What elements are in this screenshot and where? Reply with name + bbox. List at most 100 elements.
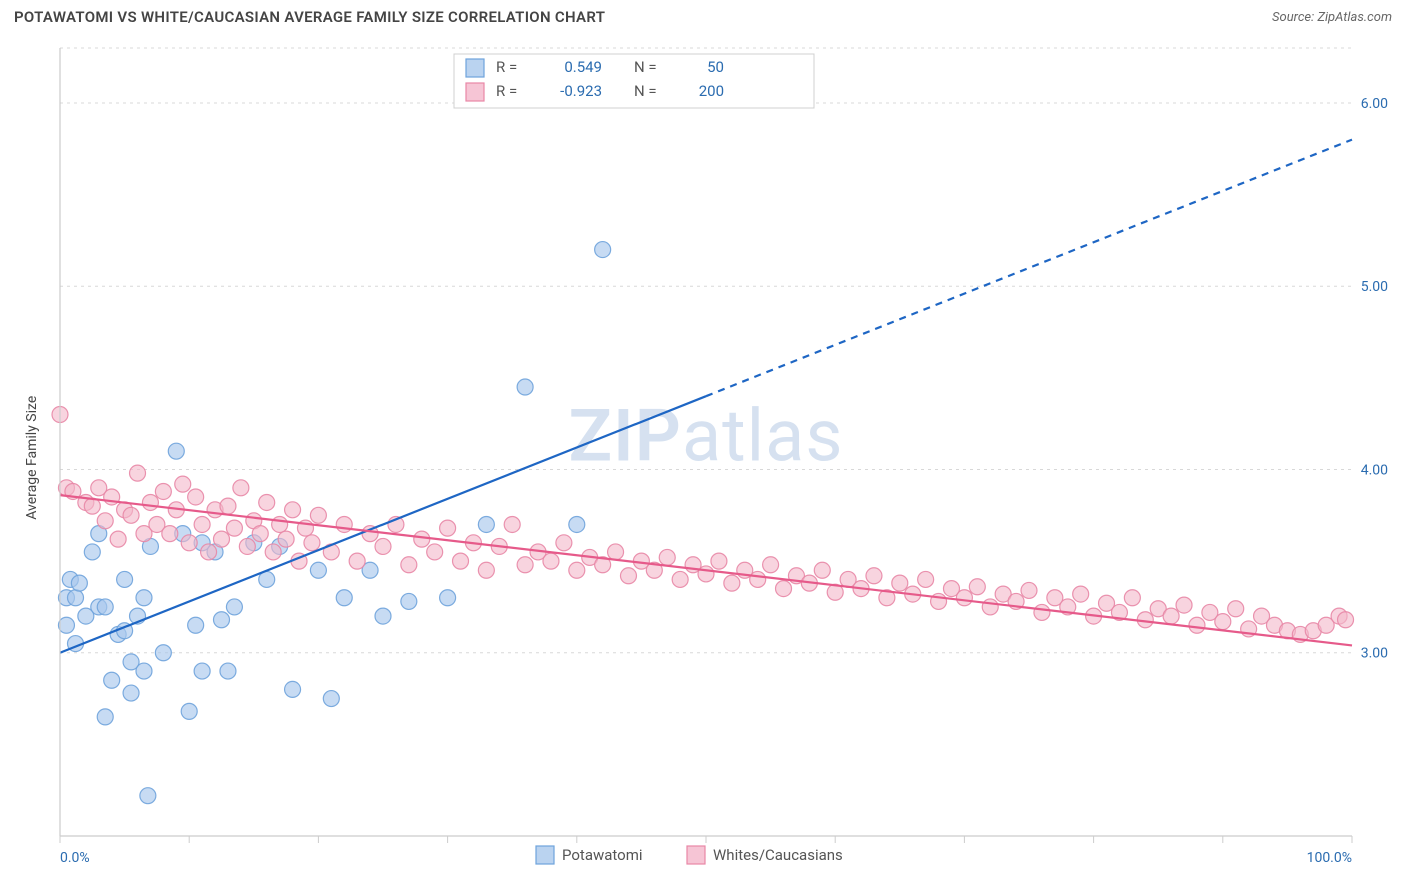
data-point <box>1338 612 1354 628</box>
data-point <box>982 599 998 615</box>
data-point <box>220 663 236 679</box>
y-tick-label: 4.00 <box>1361 462 1388 478</box>
data-point <box>478 562 494 578</box>
data-point <box>659 549 675 565</box>
data-point <box>110 531 126 547</box>
data-point <box>233 480 249 496</box>
data-point <box>1228 601 1244 617</box>
data-point <box>569 516 585 532</box>
data-point <box>68 590 84 606</box>
data-point <box>181 535 197 551</box>
bottom-legend-label: Whites/Caucasians <box>713 846 843 864</box>
data-point <box>1034 604 1050 620</box>
data-point <box>595 242 611 258</box>
data-point <box>517 557 533 573</box>
data-point <box>1021 582 1037 598</box>
data-point <box>142 494 158 510</box>
data-point <box>750 571 766 587</box>
data-point <box>504 516 520 532</box>
data-point <box>97 709 113 725</box>
legend-r-value: -0.923 <box>560 82 602 100</box>
data-point <box>194 516 210 532</box>
y-tick-label: 6.00 <box>1361 96 1388 112</box>
x-tick-label: 0.0% <box>60 850 90 866</box>
data-point <box>569 562 585 578</box>
data-point <box>97 513 113 529</box>
data-point <box>1189 617 1205 633</box>
data-point <box>259 494 275 510</box>
data-point <box>556 535 572 551</box>
data-point <box>427 544 443 560</box>
legend-swatch <box>466 59 484 77</box>
data-point <box>155 483 171 499</box>
data-point <box>1176 597 1192 613</box>
data-point <box>453 553 469 569</box>
data-point <box>698 566 714 582</box>
data-point <box>285 502 301 518</box>
data-point <box>136 590 152 606</box>
regression-line-whites <box>60 495 1352 645</box>
data-point <box>188 489 204 505</box>
bottom-legend-swatch <box>687 846 705 864</box>
data-point <box>214 612 230 628</box>
y-tick-label: 3.00 <box>1361 646 1388 662</box>
data-point <box>272 516 288 532</box>
chart-source: Source: ZipAtlas.com <box>1272 10 1392 25</box>
data-point <box>123 685 139 701</box>
data-point <box>349 553 365 569</box>
legend-n-value: 50 <box>707 58 724 76</box>
data-point <box>814 562 830 578</box>
data-point <box>776 581 792 597</box>
data-point <box>724 575 740 591</box>
data-point <box>956 590 972 606</box>
legend-n-label: N = <box>634 58 657 76</box>
scatter-chart: ZIPatlas 0.0% 100.0% 3.00 4.00 5.00 6.00 Averag… <box>14 36 1392 880</box>
data-point <box>278 531 294 547</box>
data-point <box>201 544 217 560</box>
data-point <box>226 520 242 536</box>
data-point <box>440 590 456 606</box>
chart-title: POTAWATOMI VS WHITE/CAUCASIAN AVERAGE FA… <box>14 8 605 26</box>
data-point <box>401 557 417 573</box>
data-point <box>194 663 210 679</box>
data-point <box>620 568 636 584</box>
legend-swatch <box>466 83 484 101</box>
data-point <box>918 571 934 587</box>
data-point <box>375 608 391 624</box>
data-point <box>310 507 326 523</box>
data-point <box>608 544 624 560</box>
legend-n-label: N = <box>634 82 657 100</box>
data-point <box>136 663 152 679</box>
data-point <box>969 579 985 595</box>
data-point <box>140 788 156 804</box>
data-point <box>84 544 100 560</box>
data-point <box>310 562 326 578</box>
y-axis-label: Average Family Size <box>24 396 40 520</box>
data-point <box>162 526 178 542</box>
bottom-legend-label: Potawatomi <box>562 846 643 864</box>
data-point <box>71 575 87 591</box>
data-point <box>265 544 281 560</box>
legend-n-value: 200 <box>699 82 724 100</box>
watermark: ZIPatlas <box>568 393 843 478</box>
data-point <box>375 538 391 554</box>
data-point <box>1215 614 1231 630</box>
data-point <box>672 571 688 587</box>
data-point <box>323 691 339 707</box>
regression-line-dashed-potawatomi <box>706 140 1352 397</box>
y-tick-label: 5.00 <box>1361 279 1388 295</box>
data-point <box>1073 586 1089 602</box>
data-point <box>440 520 456 536</box>
data-point <box>181 703 197 719</box>
data-point <box>543 553 559 569</box>
data-point <box>104 672 120 688</box>
bottom-legend-swatch <box>536 846 554 864</box>
chart-container: ZIPatlas 0.0% 100.0% 3.00 4.00 5.00 6.00 Averag… <box>14 36 1392 880</box>
data-point <box>1124 590 1140 606</box>
data-point <box>130 465 146 481</box>
x-tick-label: 100.0% <box>1307 850 1352 866</box>
data-point <box>763 557 779 573</box>
data-point <box>117 571 133 587</box>
data-point <box>1163 608 1179 624</box>
series-potawatomi <box>58 242 610 804</box>
